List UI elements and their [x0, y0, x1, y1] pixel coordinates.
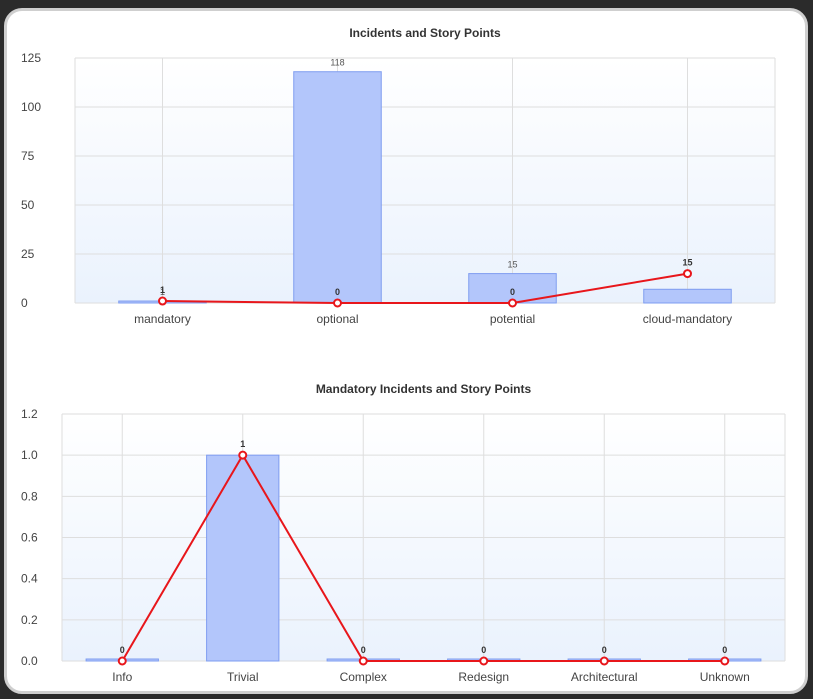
y-tick-label: 0.4 — [21, 572, 38, 586]
y-tick-label: 0.2 — [21, 613, 38, 627]
bar-value-label: 118 — [330, 58, 344, 68]
line-point[interactable] — [158, 296, 167, 306]
line-point-label: 1 — [160, 285, 165, 295]
line-point[interactable] — [508, 298, 517, 308]
bar-value-label: 15 — [507, 260, 517, 270]
y-tick-label: 0 — [21, 296, 28, 310]
y-tick-label: 1.0 — [21, 448, 38, 462]
y-tick-label: 75 — [21, 149, 35, 163]
x-category-label: optional — [316, 312, 358, 326]
x-category-label: potential — [490, 312, 535, 326]
chart-incidents-story-points: Incidents and Story Points02550751001251… — [21, 26, 776, 326]
line-point[interactable] — [720, 656, 730, 666]
bar[interactable] — [643, 288, 732, 304]
line-series — [121, 453, 725, 662]
x-category-label: Complex — [340, 670, 387, 684]
y-tick-label: 0.6 — [21, 531, 38, 545]
line-point[interactable] — [683, 269, 692, 279]
line-point-label: 0 — [510, 287, 515, 297]
charts-panel: Incidents and Story Points 0 25 50 75 100 125 1… — [4, 8, 808, 694]
line-point-label: 0 — [722, 645, 727, 655]
y-tick-label: 0.8 — [21, 489, 38, 503]
x-category-label: Architectural — [571, 670, 638, 684]
line-point-label: 0 — [120, 645, 125, 655]
line-point[interactable] — [333, 298, 342, 308]
line-point-label: 0 — [361, 645, 366, 655]
chart-mandatory-incidents: Mandatory Incidents and Story Points 0.0 0… — [21, 382, 786, 684]
y-tick-label: 0.0 — [21, 654, 38, 668]
line-point-label: 0 — [481, 645, 486, 655]
line-point[interactable] — [479, 656, 489, 666]
chart-title: Mandatory Incidents and Story Points — [316, 382, 532, 396]
line-point[interactable] — [117, 656, 127, 666]
y-tick-label: 125 — [21, 51, 41, 65]
y-tick-label: 25 — [21, 247, 35, 261]
line-point[interactable] — [238, 450, 248, 460]
bar[interactable] — [206, 454, 280, 662]
y-tick-label: 100 — [21, 100, 41, 114]
x-category-label: Redesign — [458, 670, 509, 684]
line-point[interactable] — [358, 656, 368, 666]
x-category-label: Info — [112, 670, 132, 684]
chart-title: Incidents and Story Points — [349, 26, 501, 40]
x-category-label: mandatory — [134, 312, 191, 326]
y-tick-label: 50 — [21, 198, 35, 212]
line-point[interactable] — [599, 656, 609, 666]
plot-area — [75, 58, 775, 303]
line-series — [162, 272, 688, 304]
x-category-label: Unknown — [700, 670, 750, 684]
line-point-label: 0 — [335, 287, 340, 297]
bar-value-label: 1 — [160, 287, 165, 297]
x-category-label: cloud-mandatory — [643, 312, 732, 326]
y-tick-label: 1.2 — [21, 407, 38, 421]
line-point-label: 15 — [682, 258, 692, 268]
line-point-label: 1 — [240, 439, 245, 449]
bar[interactable] — [293, 71, 382, 304]
line-point-label: 0 — [602, 645, 607, 655]
x-category-label: Trivial — [227, 670, 259, 684]
